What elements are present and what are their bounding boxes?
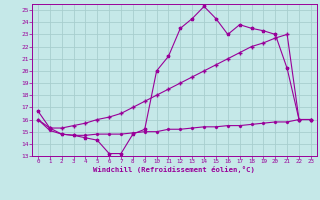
X-axis label: Windchill (Refroidissement éolien,°C): Windchill (Refroidissement éolien,°C) — [93, 166, 255, 173]
